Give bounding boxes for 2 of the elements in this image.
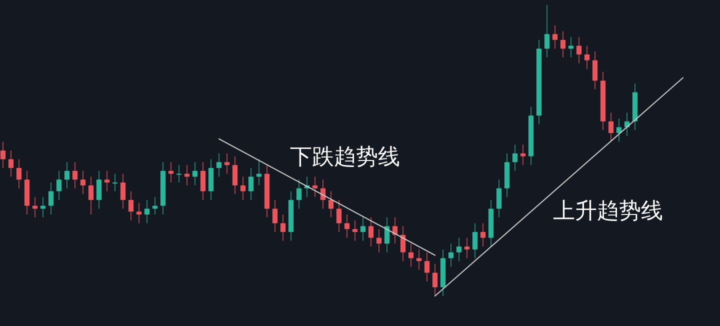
annotation: 下跌趋势线 xyxy=(290,145,400,170)
annotation: 上升趋势线 xyxy=(553,199,663,224)
